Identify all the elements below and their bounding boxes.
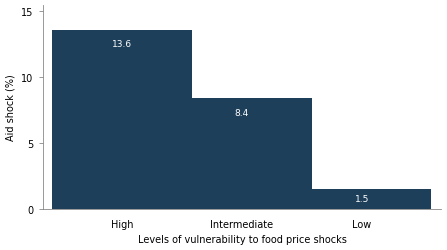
Text: 13.6: 13.6 bbox=[112, 40, 132, 49]
X-axis label: Levels of vulnerability to food price shocks: Levels of vulnerability to food price sh… bbox=[138, 234, 346, 244]
Bar bbox=[172, 99, 312, 209]
Y-axis label: Aid shock (%): Aid shock (%) bbox=[5, 74, 16, 141]
Bar bbox=[52, 30, 192, 209]
Bar bbox=[292, 190, 431, 209]
Text: 8.4: 8.4 bbox=[235, 108, 249, 117]
Text: 1.5: 1.5 bbox=[354, 194, 369, 203]
